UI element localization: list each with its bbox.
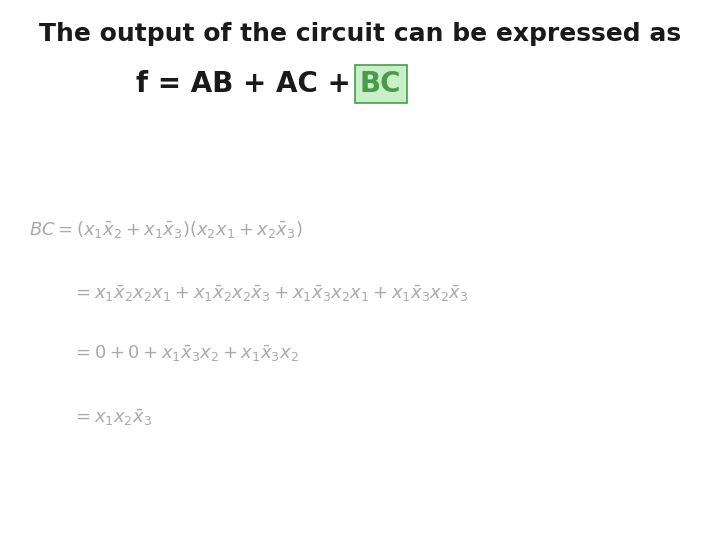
- Text: $= x_1\bar{x}_2x_2x_1 + x_1\bar{x}_2x_2\bar{x}_3 + x_1\bar{x}_3x_2x_1 + x_1\bar{: $= x_1\bar{x}_2x_2x_1 + x_1\bar{x}_2x_2\…: [72, 284, 469, 304]
- Text: f = AB + AC +: f = AB + AC +: [135, 70, 360, 98]
- Text: The output of the circuit can be expressed as: The output of the circuit can be express…: [39, 22, 681, 45]
- Text: $BC = (x_1\bar{x}_2 + x_1\bar{x}_3)(x_2x_1 + x_2\bar{x}_3)$: $BC = (x_1\bar{x}_2 + x_1\bar{x}_3)(x_2x…: [29, 219, 302, 240]
- Text: $= 0 + 0 + x_1\bar{x}_3x_2 + x_1\bar{x}_3x_2$: $= 0 + 0 + x_1\bar{x}_3x_2 + x_1\bar{x}_…: [72, 343, 299, 363]
- Text: BC: BC: [360, 70, 402, 98]
- Text: $= x_1x_2\bar{x}_3$: $= x_1x_2\bar{x}_3$: [72, 408, 152, 428]
